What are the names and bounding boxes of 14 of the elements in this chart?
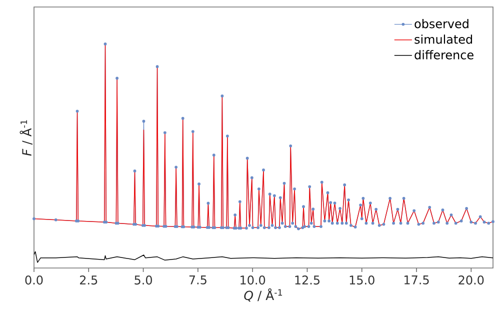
x-tick-label: 0.0: [25, 276, 43, 285]
x-tick-label: 5.0: [134, 276, 152, 285]
x-tick-label: 7.5: [189, 276, 206, 284]
legend-label: observed: [414, 19, 468, 28]
x-tick-label: 15.0: [350, 276, 374, 285]
x-tick-label: 2.5: [80, 276, 98, 285]
x-tick-label: 20.0: [458, 276, 484, 285]
legend-label: difference: [414, 50, 474, 60]
y-axis-title: F / Å$^{-1}$: [20, 120, 32, 156]
legend-label: simulated: [414, 34, 472, 44]
x-tick-label: 10.0: [240, 276, 266, 285]
x-tick-label: 17.5: [404, 276, 429, 284]
x-axis-title: Q / Å$^{-1}$: [244, 288, 282, 302]
x-tick-label: 12.5: [295, 276, 320, 285]
